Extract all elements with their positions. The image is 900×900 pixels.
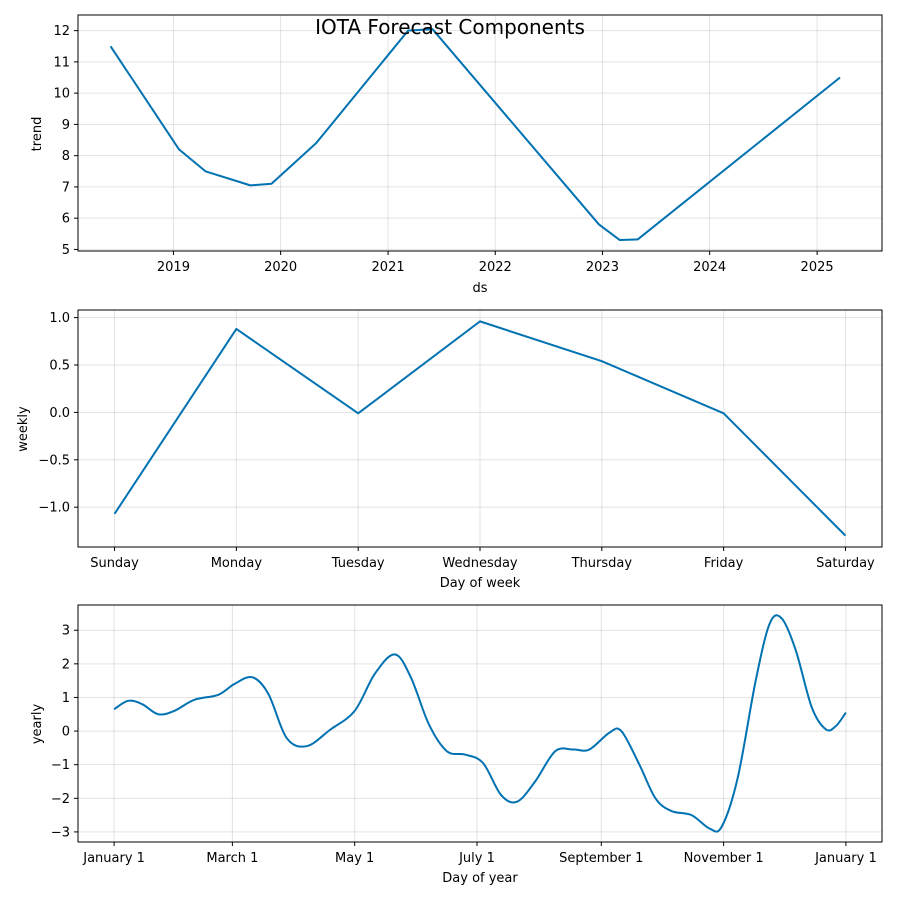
weekly-x-tick-label: Thursday — [571, 556, 633, 571]
yearly-y-ticks: −3 −2 −1 0 1 2 3 — [51, 624, 78, 840]
weekly-y-tick-label: −0.5 — [38, 453, 70, 468]
yearly-y-tick-label: 2 — [62, 657, 70, 672]
yearly-y-tick-label: −3 — [51, 825, 70, 840]
weekly-x-tick-label: Monday — [211, 556, 263, 571]
yearly-y-tick-label: −2 — [51, 792, 70, 807]
yearly-y-tick-label: 3 — [62, 624, 70, 639]
yearly-x-tick-label: July 1 — [458, 851, 495, 866]
weekly-x-axis-label: Day of week — [440, 576, 521, 591]
trend-y-ticks: 5 6 7 8 9 10 11 12 — [53, 24, 78, 258]
weekly-plot-area — [113, 320, 847, 537]
trend-y-tick-label: 6 — [62, 212, 70, 227]
weekly-y-tick-label: 1.0 — [49, 311, 70, 326]
trend-y-tick-label: 9 — [62, 118, 70, 133]
trend-y-axis-label: trend — [30, 117, 45, 152]
trend-axes-frame — [77, 14, 883, 252]
yearly-y-tick-label: 0 — [62, 725, 70, 740]
trend-x-tick-label: 2023 — [586, 260, 619, 275]
trend-y-tick-label: 5 — [62, 243, 70, 258]
trend-x-tick-label: 2025 — [801, 260, 834, 275]
yearly-y-tick-label: 1 — [62, 691, 70, 706]
yearly-series-line — [113, 614, 847, 833]
trend-y-tick-label: 12 — [53, 24, 70, 39]
yearly-x-tick-label: May 1 — [335, 851, 374, 866]
yearly-panel: January 1 March 1 May 1 July 1 September 1 No… — [30, 604, 883, 886]
yearly-x-tick-label: November 1 — [684, 851, 764, 866]
trend-x-tick-label: 2021 — [372, 260, 405, 275]
trend-y-tick-label: 8 — [62, 149, 70, 164]
weekly-series-line — [113, 320, 847, 537]
weekly-x-tick-label: Wednesday — [442, 556, 518, 571]
trend-panel: 2019 2020 2021 2022 2023 2024 2025 5 6 7 8 9 10 11 12… — [30, 14, 883, 296]
weekly-x-ticks: Sunday Monday Tuesday Wednesday Thursday Frid… — [90, 547, 875, 571]
trend-y-tick-label: 10 — [53, 87, 70, 102]
yearly-x-ticks: January 1 March 1 May 1 July 1 September 1 No… — [82, 842, 877, 866]
trend-x-tick-label: 2020 — [264, 260, 297, 275]
yearly-x-axis-label: Day of year — [442, 871, 518, 886]
trend-series-line — [109, 28, 841, 242]
trend-y-tick-label: 11 — [53, 55, 70, 70]
weekly-y-tick-label: 0.0 — [49, 406, 70, 421]
yearly-x-tick-label: January 1 — [814, 851, 877, 866]
weekly-x-tick-label: Saturday — [816, 556, 875, 571]
yearly-grid — [78, 605, 882, 842]
yearly-y-tick-label: −1 — [51, 758, 70, 773]
yearly-x-tick-label: March 1 — [206, 851, 258, 866]
trend-plot-area — [109, 28, 841, 242]
weekly-y-tick-label: −1.0 — [38, 501, 70, 516]
trend-x-axis-label: ds — [472, 281, 487, 296]
weekly-panel: Sunday Monday Tuesday Wednesday Thursday Frid… — [16, 309, 883, 591]
weekly-x-tick-label: Sunday — [90, 556, 139, 571]
trend-x-tick-label: 2022 — [479, 260, 512, 275]
yearly-x-tick-label: January 1 — [82, 851, 145, 866]
yearly-x-tick-label: September 1 — [559, 851, 643, 866]
trend-x-tick-label: 2024 — [693, 260, 726, 275]
weekly-x-tick-label: Tuesday — [331, 556, 385, 571]
trend-y-tick-label: 7 — [62, 180, 70, 195]
weekly-x-tick-label: Friday — [704, 556, 744, 571]
weekly-y-tick-label: 0.5 — [49, 358, 70, 373]
trend-x-ticks: 2019 2020 2021 2022 2023 2024 2025 — [157, 251, 834, 275]
yearly-plot-area — [113, 614, 847, 833]
trend-x-tick-label: 2019 — [157, 260, 190, 275]
weekly-y-axis-label: weekly — [16, 406, 31, 452]
weekly-y-ticks: −1.0 −0.5 0.0 0.5 1.0 — [38, 311, 78, 516]
weekly-grid — [78, 310, 882, 547]
yearly-axes-frame — [77, 604, 883, 843]
figure-title: IOTA Forecast Components — [315, 15, 585, 39]
yearly-y-axis-label: yearly — [30, 704, 45, 745]
